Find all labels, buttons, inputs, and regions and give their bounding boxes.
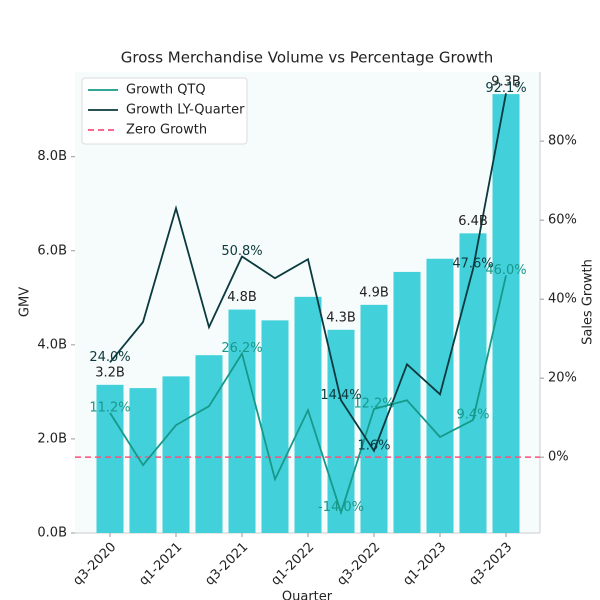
bar-value-label: 6.4B bbox=[458, 214, 488, 229]
line-value-label: 9.4% bbox=[456, 408, 489, 423]
line-value-label: 26.2% bbox=[221, 341, 262, 356]
bar bbox=[261, 320, 289, 533]
x-tick-label: q3-2020 bbox=[70, 540, 119, 589]
y-tick-label: 6.0B bbox=[37, 243, 67, 258]
chart-title: Gross Merchandise Volume vs Percentage G… bbox=[121, 49, 493, 67]
y2-axis-label: Sales Growth bbox=[581, 259, 596, 345]
legend-label: Zero Growth bbox=[126, 123, 207, 138]
bar bbox=[294, 296, 322, 533]
y-tick-label: 4.0B bbox=[37, 337, 67, 352]
line-value-label: 1.6% bbox=[357, 438, 390, 453]
bar bbox=[96, 384, 124, 533]
bar-value-label: 9.3B bbox=[491, 75, 521, 90]
bar bbox=[360, 304, 388, 533]
bar bbox=[195, 355, 223, 533]
line-value-label: 14.4% bbox=[320, 388, 361, 403]
y-tick-label: 2.0B bbox=[37, 431, 67, 446]
x-tick-label: q3-2021 bbox=[202, 540, 251, 589]
line-value-label: 12.2% bbox=[353, 396, 394, 411]
line-value-label: 46.0% bbox=[485, 263, 526, 278]
y2-tick-label: 60% bbox=[548, 213, 577, 228]
line-series bbox=[109, 275, 507, 516]
x-tick-label: q1-2021 bbox=[136, 540, 185, 589]
bar-value-label: 4.3B bbox=[326, 310, 356, 325]
bar bbox=[228, 309, 256, 533]
line-value-label: 92.1% bbox=[485, 81, 526, 96]
x-axis-label: Quarter bbox=[282, 590, 333, 600]
bar bbox=[426, 258, 454, 533]
y2-tick-label: 0% bbox=[548, 450, 569, 465]
bar-value-label: 4.9B bbox=[359, 285, 389, 300]
bar bbox=[162, 376, 190, 533]
y-tick-label: 0.0B bbox=[37, 526, 67, 541]
line-value-label: 47.6% bbox=[452, 257, 493, 272]
legend-label: Growth QTQ bbox=[126, 83, 206, 98]
y-tick-label: 8.0B bbox=[37, 149, 67, 164]
line-series bbox=[109, 93, 507, 453]
y2-tick-label: 80% bbox=[548, 134, 577, 149]
legend-label: Growth LY-Quarter bbox=[126, 103, 245, 118]
bar-value-label: 4.8B bbox=[227, 290, 257, 305]
x-tick-label: q1-2023 bbox=[400, 540, 449, 589]
line-value-label: 11.2% bbox=[89, 400, 130, 415]
line-value-label: -14.0% bbox=[318, 500, 364, 515]
x-tick-label: q1-2022 bbox=[268, 540, 317, 589]
bar-value-label: 3.2B bbox=[95, 365, 125, 380]
y-axis-label: GMV bbox=[18, 287, 33, 317]
x-tick-label: q3-2023 bbox=[466, 540, 515, 589]
line-value-label: 50.8% bbox=[221, 244, 262, 259]
x-tick-label: q3-2022 bbox=[334, 540, 383, 589]
y2-tick-label: 40% bbox=[548, 292, 577, 307]
legend-box bbox=[81, 77, 248, 145]
bar bbox=[459, 233, 487, 533]
line-value-label: 24.0% bbox=[89, 350, 130, 365]
y2-tick-label: 20% bbox=[548, 371, 577, 386]
bar bbox=[129, 388, 157, 533]
